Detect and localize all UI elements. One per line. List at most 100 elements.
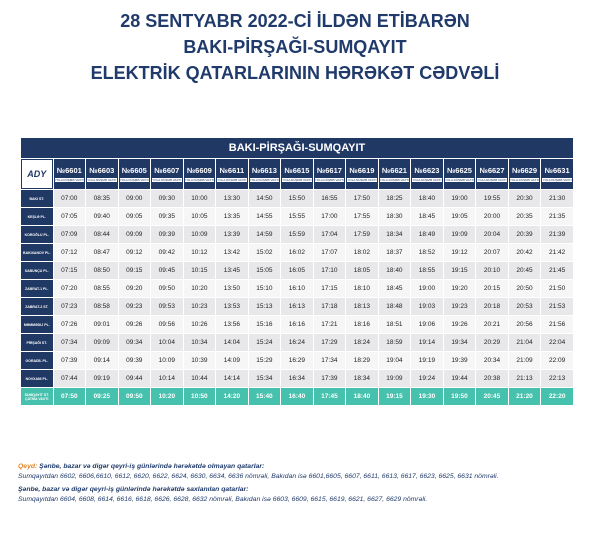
- time-cell: 10:50: [183, 388, 216, 405]
- column-note: YOLA DÜŞMƏ VAXTI: [249, 178, 280, 182]
- station: ZABRAT-1 PL.: [21, 280, 53, 297]
- time-cell: 18:25: [378, 190, 411, 207]
- schedule-row: PİRŞAĞI ST. 07:34 09:09 09:34 10:04 10:34 14:0…: [21, 334, 573, 351]
- time-cell: 20:56: [508, 316, 541, 333]
- time-cell: 19:09: [378, 370, 411, 387]
- train-number: №6605 YOLA DÜŞMƏ VAXTI: [118, 159, 151, 189]
- time-cell: 21:04: [508, 334, 541, 351]
- time-cell: 18:45: [378, 280, 411, 297]
- header: 28 SENTYABR 2022-Cİ İLDƏN ETİBARƏN BAKI-P…: [0, 8, 590, 86]
- time-cell: 18:30: [378, 208, 411, 225]
- logo: ADY: [21, 159, 53, 189]
- time-cell: 20:39: [508, 226, 541, 243]
- time-cell: 15:59: [281, 226, 313, 243]
- train-number: №6613 YOLA DÜŞMƏ VAXTI: [248, 159, 281, 189]
- station: BAKIXANOV PL.: [21, 244, 53, 261]
- notes: Qeyd: Şənbe, bazar və digər qeyri-iş gün…: [18, 462, 578, 504]
- schedule-row: ZABRAT-2 ST. 07:23 08:58 09:23 09:53 10:23 13:…: [21, 298, 573, 315]
- time-cell: 07:09: [53, 226, 86, 243]
- column-note: YOLA DÜŞMƏ VAXTI: [152, 178, 182, 182]
- station: MƏMMƏDLİ PL.: [21, 316, 53, 333]
- time-cell: 09:25: [86, 388, 118, 405]
- time-cell: 18:13: [346, 298, 378, 315]
- time-cell: 07:20: [53, 280, 86, 297]
- time-cell: 10:15: [183, 262, 216, 279]
- train-number: №6623 YOLA DÜŞMƏ VAXTI: [411, 159, 443, 189]
- time-cell: 21:53: [541, 298, 573, 315]
- time-cell: 14:50: [248, 190, 281, 207]
- time-cell: 16:02: [281, 244, 313, 261]
- train-number: №6611 YOLA DÜŞMƏ VAXTI: [216, 159, 248, 189]
- time-cell: 20:04: [476, 226, 508, 243]
- station: SUMQAYIT ST. ÇATMA VAXTI: [21, 388, 53, 405]
- time-cell: 10:09: [151, 352, 183, 369]
- time-cell: 18:59: [378, 334, 411, 351]
- time-cell: 10:26: [183, 316, 216, 333]
- time-cell: 09:34: [118, 334, 151, 351]
- time-cell: 07:23: [53, 298, 86, 315]
- time-cell: 18:55: [411, 262, 443, 279]
- time-cell: 09:09: [118, 226, 151, 243]
- time-cell: 17:29: [313, 334, 346, 351]
- time-cell: 10:34: [183, 334, 216, 351]
- time-cell: 09:40: [86, 208, 118, 225]
- time-cell: 22:04: [541, 334, 573, 351]
- time-cell: 20:15: [476, 280, 508, 297]
- time-cell: 16:34: [281, 370, 313, 387]
- time-cell: 16:10: [281, 280, 313, 297]
- time-cell: 09:56: [151, 316, 183, 333]
- time-cell: 09:09: [86, 334, 118, 351]
- time-cell: 17:07: [313, 244, 346, 261]
- time-cell: 15:50: [281, 190, 313, 207]
- time-cell: 09:39: [118, 352, 151, 369]
- time-cell: 20:45: [508, 262, 541, 279]
- time-cell: 17:39: [313, 370, 346, 387]
- time-cell: 08:47: [86, 244, 118, 261]
- table-title: BAKI-PİRŞAĞI-SUMQAYIT: [21, 138, 573, 158]
- time-cell: 18:51: [378, 316, 411, 333]
- column-note: YOLA DÜŞMƏ VAXTI: [477, 178, 507, 182]
- time-cell: 18:05: [346, 262, 378, 279]
- time-cell: 10:20: [151, 388, 183, 405]
- time-cell: 14:14: [216, 370, 248, 387]
- time-cell: 21:35: [541, 208, 573, 225]
- time-cell: 18:34: [378, 226, 411, 243]
- time-cell: 19:09: [443, 226, 476, 243]
- time-cell: 08:55: [86, 280, 118, 297]
- time-cell: 13:45: [216, 262, 248, 279]
- time-cell: 19:03: [411, 298, 443, 315]
- time-cell: 18:45: [411, 208, 443, 225]
- train-number: №6621 YOLA DÜŞMƏ VAXTI: [378, 159, 411, 189]
- station: GORADİL PL.: [21, 352, 53, 369]
- time-cell: 22:20: [541, 388, 573, 405]
- time-cell: 15:10: [248, 280, 281, 297]
- time-cell: 13:56: [216, 316, 248, 333]
- time-cell: 09:53: [151, 298, 183, 315]
- time-cell: 18:16: [346, 316, 378, 333]
- time-cell: 19:20: [443, 280, 476, 297]
- time-cell: 09:12: [118, 244, 151, 261]
- schedule-row: SUMQAYIT ST. ÇATMA VAXTI 07:50 09:25 09:50 1…: [21, 388, 573, 405]
- time-cell: 19:04: [378, 352, 411, 369]
- time-cell: 21:45: [541, 262, 573, 279]
- time-cell: 15:24: [248, 334, 281, 351]
- time-cell: 20:21: [476, 316, 508, 333]
- column-note: YOLA DÜŞMƏ VAXTI: [347, 178, 377, 182]
- time-cell: 18:24: [346, 334, 378, 351]
- time-cell: 15:05: [248, 262, 281, 279]
- time-cell: 17:55: [346, 208, 378, 225]
- note-text: Sumqayıtdan 6602, 6606,6610, 6612, 6620,…: [18, 472, 499, 480]
- time-cell: 13:30: [216, 190, 248, 207]
- time-cell: 07:26: [53, 316, 86, 333]
- time-cell: 14:20: [216, 388, 248, 405]
- schedule-row: BAKI ST. 07:00 08:35 09:00 09:30 10:00 13:30 14…: [21, 190, 573, 207]
- time-cell: 09:26: [118, 316, 151, 333]
- train-number: №6629 YOLA DÜŞMƏ VAXTI: [508, 159, 541, 189]
- time-cell: 07:44: [53, 370, 86, 387]
- time-cell: 20:07: [476, 244, 508, 261]
- train-number: №6601 YOLA DÜŞMƏ VAXTI: [53, 159, 86, 189]
- time-cell: 18:29: [346, 352, 378, 369]
- time-cell: 20:53: [508, 298, 541, 315]
- time-cell: 22:13: [541, 370, 573, 387]
- title-line: BAKI-PİRŞAĞI-SUMQAYIT: [183, 37, 407, 57]
